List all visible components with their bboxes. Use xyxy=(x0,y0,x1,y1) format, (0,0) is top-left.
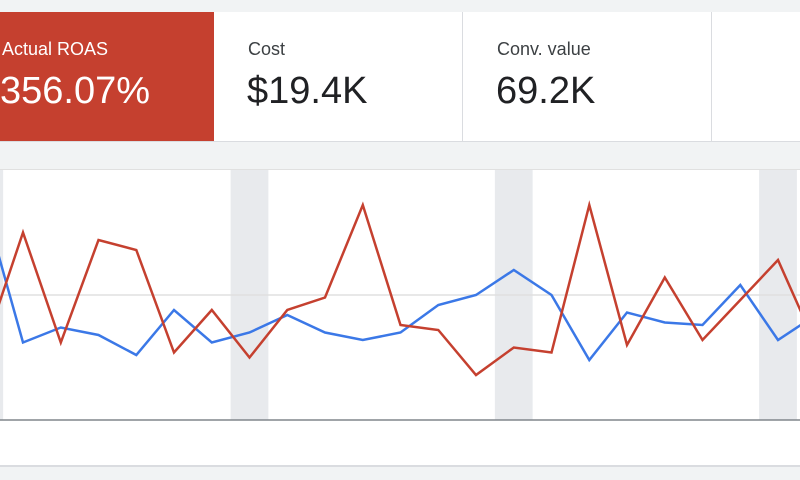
series-line-cost xyxy=(0,255,800,363)
scorecard-value: 69.2K xyxy=(496,70,596,112)
scorecard-cost[interactable]: Cost $19.4K xyxy=(214,12,463,141)
scorecard-actual-roas[interactable]: Actual ROAS 356.07% xyxy=(0,12,214,141)
series-line-actual-roas xyxy=(0,200,800,377)
scorecard-value: 356.07% xyxy=(0,70,151,112)
scorecard-label: Cost xyxy=(248,39,286,59)
scorecard-row: Actual ROAS 356.07% Cost $19.4K Conv. va… xyxy=(0,12,800,142)
scorecard-conv-value[interactable]: Conv. value 69.2K xyxy=(463,12,712,141)
scorecard-empty[interactable] xyxy=(712,12,800,141)
scorecard-value: $19.4K xyxy=(247,70,368,112)
scorecard-label: Conv. value xyxy=(497,39,591,59)
line-chart xyxy=(0,170,800,421)
scorecard-label: Actual ROAS xyxy=(2,39,109,59)
performance-chart xyxy=(0,169,800,467)
